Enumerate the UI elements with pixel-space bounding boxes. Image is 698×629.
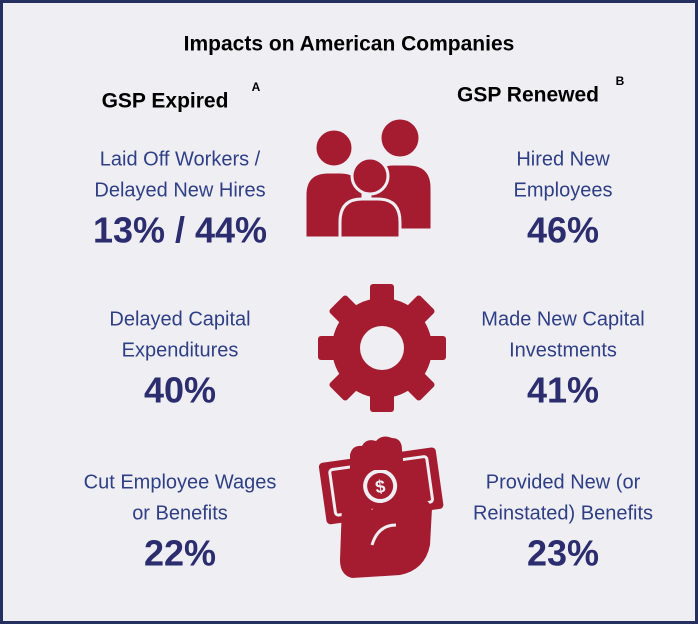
impact-label: Made New Capital	[481, 308, 644, 330]
impact-label: Provided New (or	[486, 471, 641, 493]
impact-value: 23%	[527, 533, 599, 574]
title: Impacts on American Companies	[184, 33, 515, 56]
impact-label: Investments	[509, 339, 617, 361]
impact-label: Cut Employee Wages	[84, 471, 277, 493]
impact-label: Laid Off Workers /	[100, 148, 261, 170]
impact-value: 22%	[144, 533, 216, 574]
impact-label: Expenditures	[122, 339, 239, 361]
column-note: B	[616, 74, 625, 88]
impact-label: or Benefits	[132, 502, 228, 524]
svg-text:$: $	[374, 476, 387, 497]
impact-value: 13% / 44%	[93, 210, 267, 251]
money-hand-icon: $	[318, 436, 444, 578]
impact-value: 40%	[144, 370, 216, 411]
impact-label: Employees	[514, 179, 613, 201]
people-icon	[303, 116, 434, 240]
impact-label: Delayed New Hires	[94, 179, 265, 201]
impact-label: Delayed Capital	[109, 308, 250, 330]
impact-value: 46%	[527, 210, 599, 251]
column-header: GSP Renewed	[457, 84, 599, 107]
impact-label: Reinstated) Benefits	[473, 502, 653, 524]
gear-icon	[318, 284, 446, 412]
impact-label: Hired New	[516, 148, 610, 170]
column-header: GSP Expired	[102, 90, 229, 113]
column-note: A	[252, 80, 261, 94]
impact-value: 41%	[527, 370, 599, 411]
